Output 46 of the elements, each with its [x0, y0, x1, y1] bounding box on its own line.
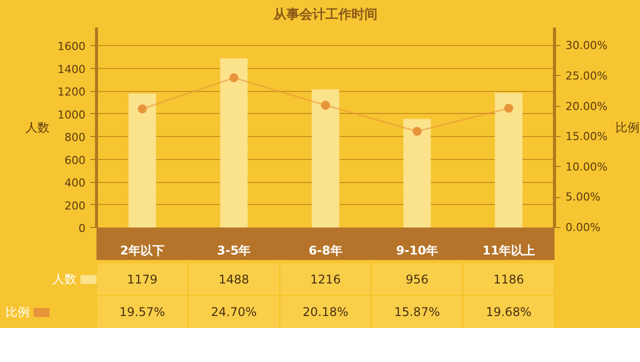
data-label: 1488 — [218, 272, 250, 286]
y-tick-label: 800 — [64, 131, 86, 144]
x-tick-label: 2年以下 — [120, 244, 164, 258]
data-label: 15.87% — [394, 305, 440, 319]
y2-tick-label: 5.00% — [566, 190, 600, 204]
legend-label: 人数 — [52, 272, 76, 286]
y2-tick-label: 25.00% — [566, 69, 608, 82]
data-label: 956 — [406, 272, 429, 286]
legend-label: 比例 — [6, 305, 30, 319]
point — [229, 73, 238, 82]
data-label: 19.68% — [486, 305, 532, 319]
x-tick-label: 3-5年 — [217, 244, 251, 258]
point — [138, 104, 147, 114]
y-tick-label: 1200 — [58, 86, 86, 99]
y-tick-label: 400 — [64, 176, 86, 190]
y2-axis-title: 比例 — [615, 120, 640, 134]
data-label: 1216 — [310, 272, 341, 286]
bar — [312, 89, 340, 228]
y2-tick-label: 15.00% — [566, 130, 608, 144]
data-label: 1179 — [127, 272, 158, 286]
bar — [494, 92, 522, 228]
y-axis-title: 人数 — [26, 120, 50, 134]
y-tick-label: 1000 — [58, 108, 86, 122]
y2-tick-label: 20.00% — [566, 100, 608, 113]
bar — [220, 58, 248, 228]
x-tick-label: 9-10年 — [396, 244, 438, 258]
y-tick-label: 200 — [64, 199, 86, 212]
y-tick-label: 0 — [78, 222, 86, 235]
point — [504, 104, 514, 113]
chart-title: 从事会计工作时间 — [272, 8, 378, 22]
point — [412, 126, 422, 136]
y2-tick-label: 10.00% — [566, 160, 608, 174]
y2-tick-label: 0.00% — [566, 221, 600, 234]
data-label: 1186 — [493, 272, 524, 286]
y-tick-label: 1600 — [58, 40, 86, 54]
y-tick-label: 1400 — [58, 62, 86, 76]
bar — [403, 118, 431, 228]
data-label: 24.70% — [211, 305, 257, 319]
y2-tick-label: 30.00% — [566, 39, 608, 52]
x-tick-label: 6-8年 — [308, 244, 342, 258]
data-label: 20.18% — [302, 305, 348, 319]
bar — [128, 94, 156, 228]
y-tick-label: 600 — [64, 154, 86, 167]
x-tick-label: 11年以上 — [482, 244, 536, 258]
data-label: 19.57% — [119, 305, 166, 319]
point — [321, 100, 330, 110]
